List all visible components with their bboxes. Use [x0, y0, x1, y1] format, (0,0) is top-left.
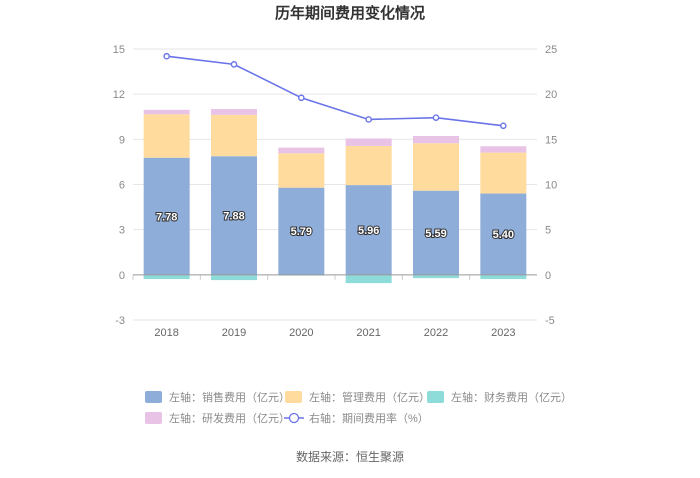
legend-item: 左轴：研发费用（亿元）: [145, 411, 290, 425]
bar-segment: [278, 147, 325, 154]
bar-segment: [278, 187, 325, 275]
bar-data-label: 5.96: [358, 225, 379, 237]
y-right-tick-label: -5: [545, 315, 555, 327]
bar-segment: [480, 146, 527, 153]
y-right-tick-label: 25: [545, 44, 557, 56]
bar-segment: [211, 114, 257, 157]
data-source: 数据来源：恒生聚源: [296, 449, 404, 464]
bar-segment: [345, 145, 392, 186]
legend-label: 右轴：期间费用率（%）: [309, 411, 429, 425]
legend: 左轴：销售费用（亿元） 左轴：管理费用（亿元） 左轴：财务费用（亿元） 左轴：研发费用…: [145, 390, 572, 425]
x-tick-label: 2021: [356, 327, 380, 339]
bar-segment: [211, 156, 257, 275]
y-right-tick-label: 5: [545, 225, 551, 237]
bar-segment: [211, 109, 257, 115]
rate-point: [230, 61, 238, 68]
rate-line-layer: [163, 52, 507, 130]
x-tick-label: 2020: [289, 327, 313, 339]
legend-marker: [288, 412, 300, 424]
bar-segment: [480, 193, 527, 275]
y-left-tick-label: 6: [119, 180, 125, 192]
bar-segment: [480, 152, 527, 194]
bar-data-label: 7.88: [223, 211, 244, 223]
bar-segment: [413, 136, 459, 144]
legend-item: 右轴：期间费用率（%）: [284, 411, 429, 425]
bar-segment: [143, 109, 190, 115]
bar-segment: [345, 185, 392, 275]
bars-layer: [143, 109, 527, 284]
bar-data-label: 5.40: [493, 229, 514, 241]
legend-swatch: [145, 412, 162, 424]
rate-point: [432, 114, 440, 121]
bar-segment: [480, 274, 527, 280]
legend-item: 左轴：管理费用（亿元）: [285, 390, 430, 404]
x-tick-label: 2023: [491, 327, 515, 339]
y-right-tick-label: 20: [545, 89, 557, 101]
legend-item: 左轴：销售费用（亿元）: [145, 390, 290, 404]
legend-item: 左轴：财务费用（亿元）: [427, 390, 572, 404]
rate-point: [500, 122, 507, 130]
bar-segment: [345, 274, 392, 284]
bar-segment: [143, 157, 190, 275]
y-right-tick-label: 0: [545, 270, 551, 282]
legend-swatch: [427, 391, 444, 403]
y-left-tick-label: -3: [115, 315, 125, 327]
legend-label: 左轴：财务费用（亿元）: [451, 390, 572, 404]
rate-point: [365, 116, 372, 123]
x-tick-label: 2022: [424, 327, 448, 339]
bar-segment: [413, 190, 459, 275]
bar-segment: [413, 143, 459, 191]
legend-label: 左轴：研发费用（亿元）: [169, 411, 290, 425]
y-left-tick-label: 3: [119, 225, 125, 237]
rate-point: [163, 52, 170, 60]
bar-segment: [413, 274, 459, 279]
axes-layer: 15 12 9 6 3 0 -3 25 20 15 10 5 0 -5 2018 2019 2020 2021 20…: [113, 44, 558, 339]
bar-segment: [211, 274, 257, 281]
bar-segment: [143, 114, 190, 158]
x-tick-label: 2019: [222, 327, 246, 339]
grid-lines: [133, 48, 537, 321]
bar-segment: [345, 138, 392, 146]
y-right-tick-label: 15: [545, 134, 557, 146]
y-right-tick-label: 10: [545, 180, 557, 192]
x-tick-label: 2018: [154, 327, 178, 339]
y-left-tick-label: 15: [113, 44, 125, 56]
y-left-tick-label: 9: [119, 134, 125, 146]
chart-title: 历年期间费用变化情况: [275, 4, 425, 22]
bar-segment: [143, 274, 190, 280]
bar-data-label: 5.59: [425, 228, 446, 240]
bar-data-label: 7.78: [156, 211, 177, 223]
bar-data-label: 5.79: [291, 226, 312, 238]
y-left-tick-label: 12: [113, 89, 125, 101]
legend-swatch: [285, 391, 302, 403]
legend-swatch: [145, 391, 162, 403]
legend-label: 左轴：管理费用（亿元）: [309, 390, 430, 404]
rate-point: [298, 94, 305, 102]
y-left-tick-label: 0: [119, 270, 125, 282]
bar-labels-layer: 7.78 7.88 5.79 5.96 5.59 5.40: [155, 210, 515, 243]
bar-segment: [278, 153, 325, 188]
legend-label: 左轴：销售费用（亿元）: [169, 390, 290, 404]
rate-line: [166, 55, 504, 127]
